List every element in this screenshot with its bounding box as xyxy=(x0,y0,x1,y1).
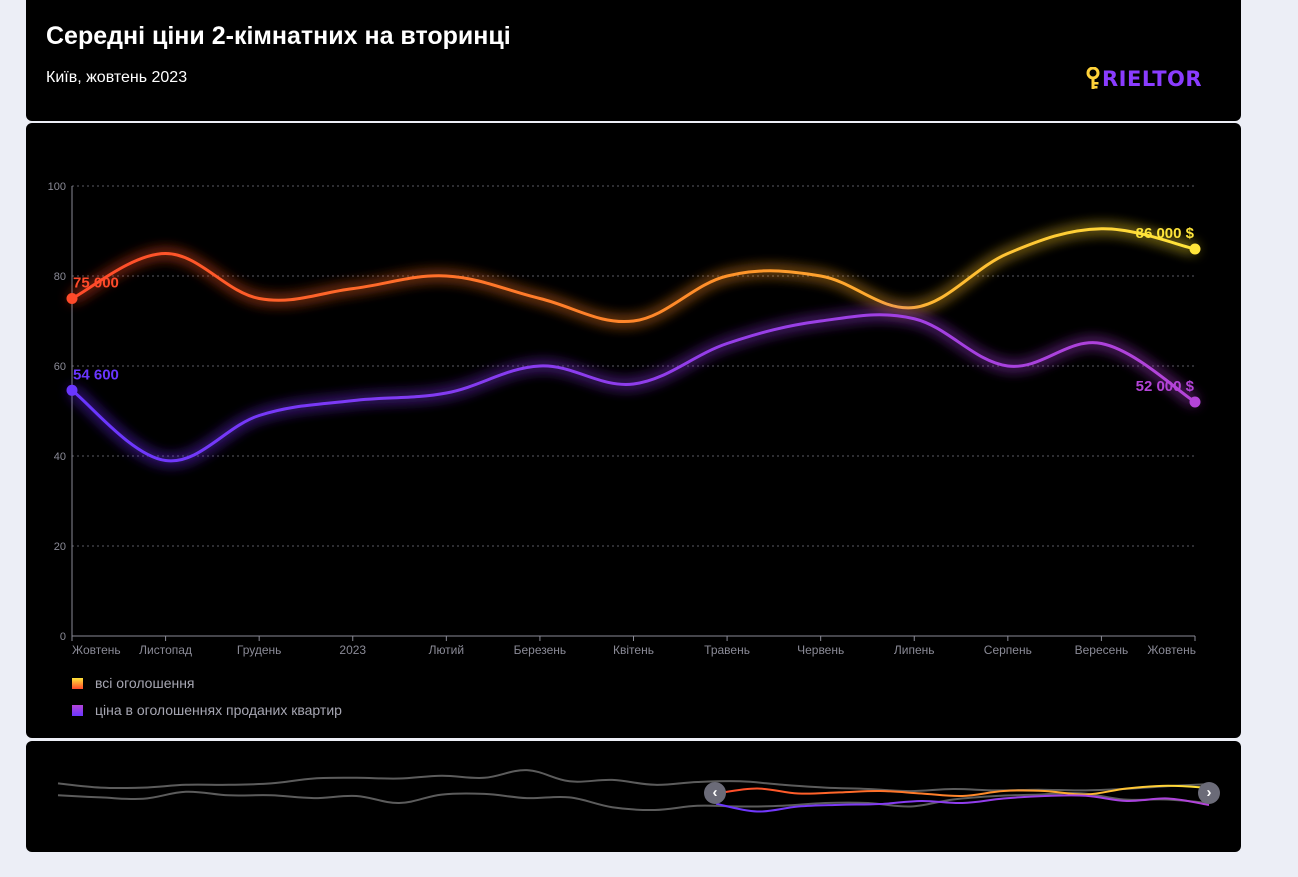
legend-item-sold[interactable]: ціна в оголошеннях проданих квартир xyxy=(72,702,342,718)
navigator-selected-line-all xyxy=(715,784,1210,798)
chart-header: Середні ціни 2-кімнатних на вторинці Киї… xyxy=(26,0,1241,121)
x-tick-label: Травень xyxy=(704,643,750,657)
axes: 0 20 40 60 80 100 Жовтень Листопад Грудень 2023 Лю… xyxy=(48,181,1196,657)
legend-swatch-sold xyxy=(72,704,83,716)
x-tick-label: 2023 xyxy=(339,643,366,657)
data-labels: 75 000 86 000 $ 54 600 52 000 $ xyxy=(73,225,1195,395)
y-tick-label: 100 xyxy=(48,181,66,193)
legend-label-sold: ціна в оголошеннях проданих квартир xyxy=(95,702,342,718)
navigator-next-button[interactable]: › xyxy=(1198,782,1220,804)
series-line-sold xyxy=(70,313,1197,463)
point-sold-first xyxy=(66,384,78,396)
data-label-all-last: 86 000 $ xyxy=(1136,225,1195,242)
navigator-prev-button[interactable]: ‹ xyxy=(704,782,726,804)
legend-label-all: всі оголошення xyxy=(95,675,195,691)
navigator-selected-line-sold xyxy=(715,794,1210,813)
x-tick-label: Квітень xyxy=(613,643,654,657)
key-icon xyxy=(1086,67,1100,89)
series-layer xyxy=(66,227,1201,463)
y-tick-label: 20 xyxy=(54,541,66,553)
chevron-left-icon: ‹ xyxy=(712,784,718,801)
data-label-sold-first: 54 600 xyxy=(73,366,119,383)
legend-swatch-all xyxy=(72,677,83,689)
line-chart[interactable]: 0 20 40 60 80 100 Жовтень Листопад Грудень 2023 Лю… xyxy=(26,123,1241,738)
x-tick-label: Жовтень xyxy=(72,643,121,657)
x-tick-label: Листопад xyxy=(139,643,192,657)
chevron-right-icon: › xyxy=(1206,784,1212,801)
navigator-history-line-b xyxy=(57,790,1210,812)
y-tick-label: 80 xyxy=(54,271,66,283)
x-tick-label: Серпень xyxy=(984,643,1032,657)
data-label-sold-last: 52 000 $ xyxy=(1136,378,1195,395)
x-tick-label: Вересень xyxy=(1075,643,1129,657)
y-tick-label: 0 xyxy=(60,631,66,643)
legend-item-all[interactable]: всі оголошення xyxy=(72,675,195,691)
point-all-first xyxy=(66,293,78,304)
chart-panel: 0 20 40 60 80 100 Жовтень Листопад Грудень 2023 Лю… xyxy=(26,123,1241,738)
range-navigator[interactable]: ‹ › xyxy=(26,741,1241,852)
y-tick-label: 40 xyxy=(54,451,66,463)
x-tick-label: Жовтень xyxy=(1147,643,1196,657)
x-tick-label: Липень xyxy=(894,643,935,657)
x-tick-label: Березень xyxy=(514,643,567,657)
page-title: Середні ціни 2-кімнатних на вторинці xyxy=(46,22,511,50)
x-tick-label: Червень xyxy=(797,643,844,657)
page-subtitle: Київ, жовтень 2023 xyxy=(46,69,188,86)
x-tick-label: Грудень xyxy=(237,643,282,657)
navigator-chart[interactable] xyxy=(26,741,1241,852)
point-sold-last xyxy=(1189,396,1201,408)
x-tick-label: Лютий xyxy=(429,643,465,657)
point-all-last xyxy=(1189,243,1201,255)
y-tick-label: 60 xyxy=(54,361,66,373)
rieltor-logo[interactable]: RIELTOR xyxy=(1086,66,1202,92)
series-line-all xyxy=(70,227,1197,324)
logo-text: RIELTOR xyxy=(1102,67,1203,91)
navigator-history-line-a xyxy=(57,769,1210,793)
data-label-all-first: 75 000 xyxy=(73,275,119,292)
